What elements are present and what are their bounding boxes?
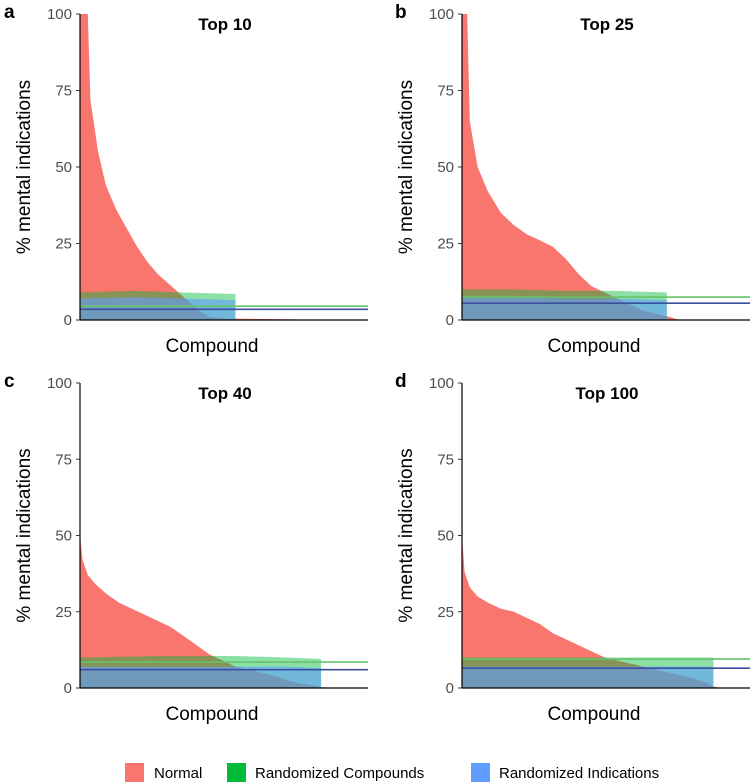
panel-tag: b [395, 2, 407, 23]
y-tick-label: 25 [437, 236, 454, 253]
y-tick-label: 100 [47, 6, 72, 23]
y-tick-label: 75 [437, 83, 454, 100]
legend-label: Randomized Compounds [255, 765, 424, 782]
panel-d: 0 25 50 75 100 Top 100 d Compound % mental indic… [395, 371, 750, 725]
x-axis-title: Compound [166, 336, 259, 357]
y-tick-label: 25 [437, 604, 454, 621]
y-axis-title: % mental indications [14, 80, 35, 254]
panel-tag: d [395, 371, 407, 392]
y-tick-label: 50 [437, 528, 454, 545]
legend-label: Randomized Indications [499, 765, 659, 782]
y-tick-label: 0 [64, 680, 72, 697]
series-area-normal [462, 535, 722, 688]
series-area-normal [80, 535, 340, 688]
panel-c: 0 25 50 75 100 Top 40 c Compound % mental indica… [4, 371, 368, 725]
series-area-normal [80, 14, 340, 320]
y-tick-label: 50 [55, 159, 72, 176]
panel-tag: a [4, 2, 15, 23]
y-tick-label: 0 [446, 312, 454, 329]
legend-label: Normal [154, 765, 202, 782]
y-axis-title: % mental indications [396, 448, 417, 622]
series-area-randomized-indications [462, 666, 714, 688]
y-axis-title: % mental indications [14, 448, 35, 622]
panels: 0 25 50 75 100 Top 10 a Compound % mental indica… [4, 2, 750, 725]
panel-b: 0 25 50 75 100 Top 25 b Compound % mental indica… [395, 2, 750, 357]
legend-swatch-randomized-indications [471, 763, 490, 782]
series-area-randomized-indications [462, 297, 667, 320]
y-tick-label: 100 [47, 375, 72, 392]
y-tick-label: 75 [55, 83, 72, 100]
y-tick-label: 100 [429, 6, 454, 23]
y-tick-label: 0 [446, 680, 454, 697]
x-axis-title: Compound [548, 336, 641, 357]
y-tick-label: 50 [55, 528, 72, 545]
legend-swatch-randomized-compounds [227, 763, 246, 782]
x-axis-title: Compound [166, 704, 259, 725]
y-tick-label: 50 [437, 159, 454, 176]
panel-tag: c [4, 371, 15, 392]
x-axis-title: Compound [548, 704, 641, 725]
y-axis-title: % mental indications [396, 80, 417, 254]
y-tick-label: 100 [429, 375, 454, 392]
panel-a: 0 25 50 75 100 Top 10 a Compound % mental indica… [4, 2, 368, 357]
panel-title: Top 25 [580, 15, 634, 34]
legend-swatch-normal [125, 763, 144, 782]
legend: Normal Randomized Compounds Randomized Ind… [125, 763, 659, 782]
y-tick-label: 75 [437, 451, 454, 468]
panel-title: Top 10 [198, 15, 252, 34]
y-tick-label: 25 [55, 236, 72, 253]
panel-title: Top 40 [198, 384, 252, 403]
y-tick-label: 25 [55, 604, 72, 621]
y-tick-label: 75 [55, 451, 72, 468]
series-area-normal [462, 14, 722, 320]
panel-title: Top 100 [576, 384, 639, 403]
series-area-randomized-indications [80, 666, 322, 688]
y-tick-label: 0 [64, 312, 72, 329]
